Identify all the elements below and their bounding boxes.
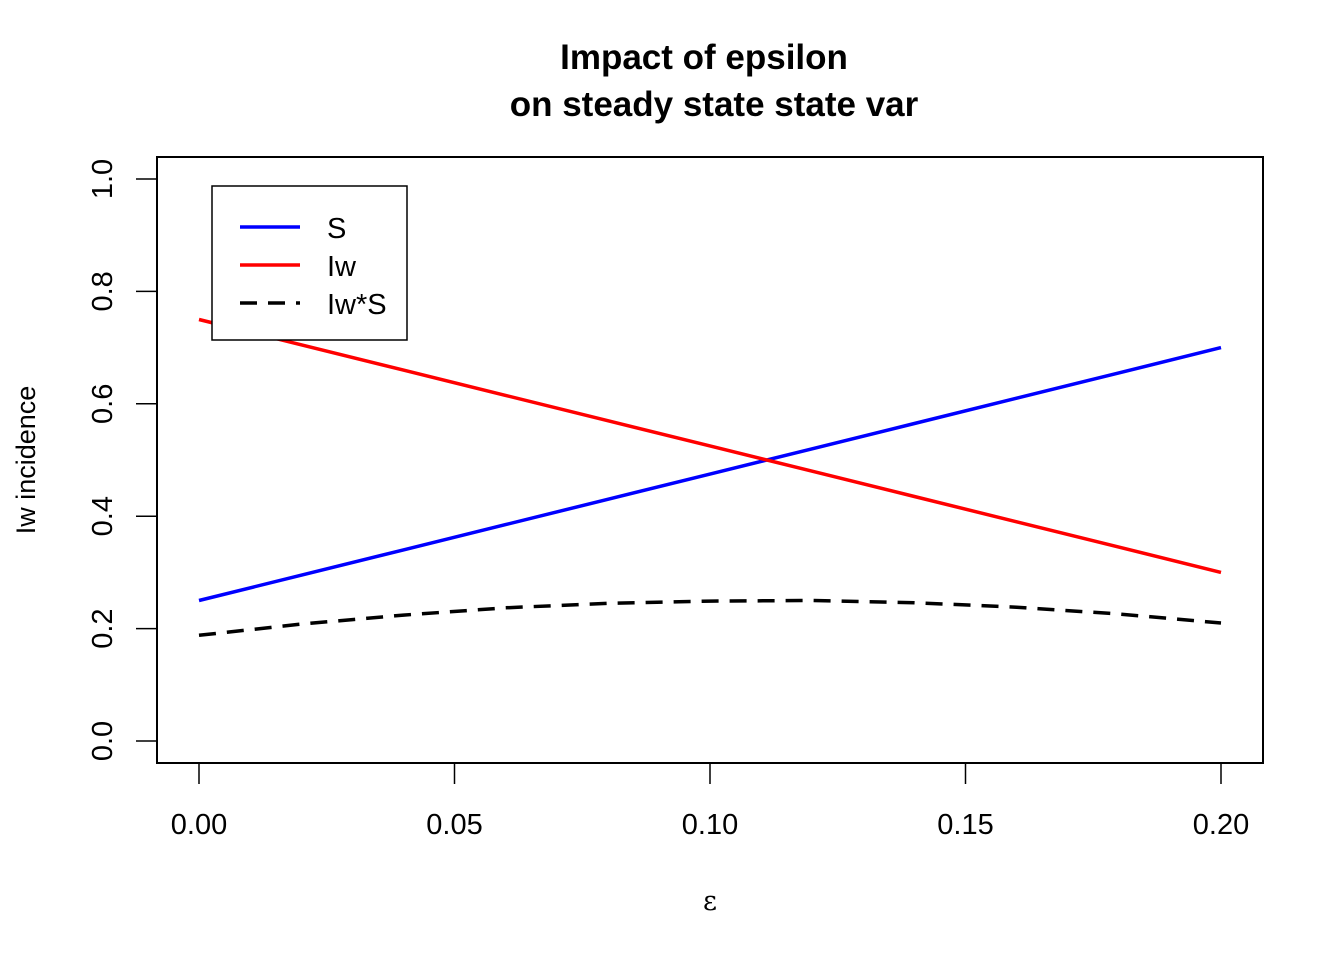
x-tick-label: 0.20 — [1193, 809, 1249, 841]
y-tick-label: 0.0 — [87, 721, 119, 761]
legend-label-s: S — [327, 213, 346, 245]
x-axis-label: ε — [703, 886, 717, 917]
y-tick-label: 0.8 — [87, 271, 119, 311]
y-tick-label: 0.4 — [87, 496, 119, 536]
y-tick-label: 0.6 — [87, 384, 119, 424]
legend-box — [211, 185, 408, 341]
y-axis: 0.0 0.2 0.4 0.6 0.8 1.0 — [87, 159, 158, 761]
x-tick-label: 0.15 — [937, 809, 993, 841]
x-tick-label: 0.05 — [426, 809, 482, 841]
series-line-iw-s — [198, 598, 1222, 638]
legend: S Iw Iw*S — [211, 185, 408, 341]
legend-label-iw-s: Iw*S — [327, 289, 387, 321]
x-axis: 0.00 0.05 0.10 0.15 0.20 — [171, 762, 1249, 841]
x-tick-label: 0.10 — [682, 809, 738, 841]
y-tick-label: 0.2 — [87, 608, 119, 648]
x-tick-label: 0.00 — [171, 809, 227, 841]
series-line-s — [198, 345, 1222, 603]
chart-title-line-1: Impact of epsilon — [560, 38, 848, 77]
series-line-iw — [198, 317, 1222, 575]
series-layer — [198, 317, 1222, 638]
y-tick-label: 1.0 — [87, 159, 119, 199]
chart-title-line-2: on steady state state var — [510, 85, 919, 124]
legend-label-iw: Iw — [327, 251, 357, 283]
y-axis-label: Iw incidence — [11, 386, 41, 535]
